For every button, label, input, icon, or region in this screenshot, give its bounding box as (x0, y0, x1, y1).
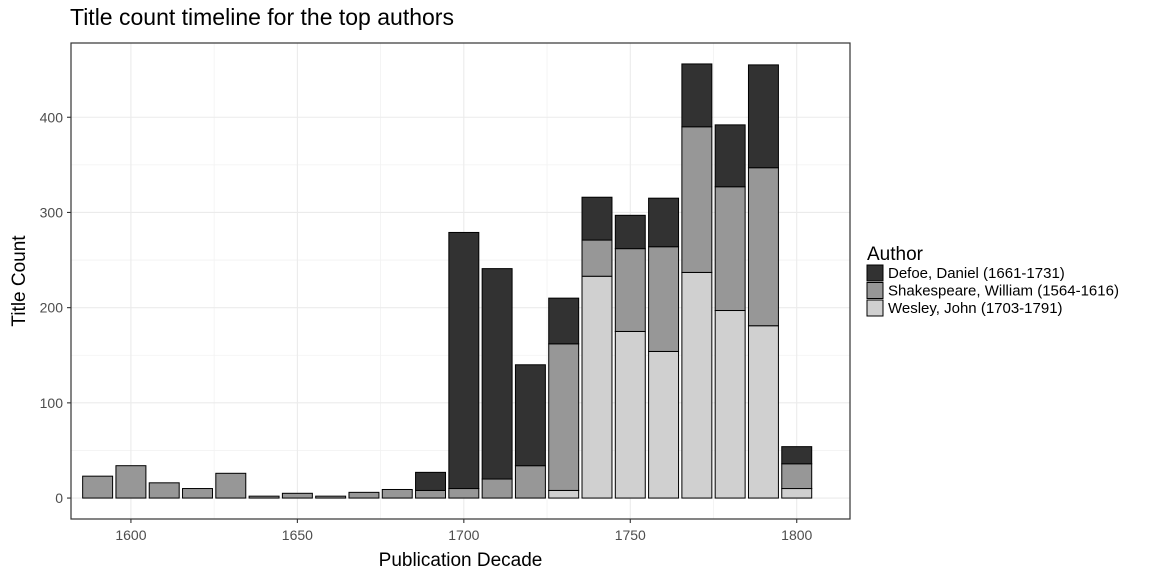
bar-segment (448, 488, 480, 499)
bar-segment (681, 271, 713, 499)
bar-segment (781, 463, 813, 490)
axes: 1600 1650 1700 1750 1800 0 100 200 300 400 (40, 109, 813, 543)
bar-segment (747, 325, 779, 499)
bar-segment (348, 491, 380, 499)
bar-segment (548, 343, 580, 491)
bar-segment (548, 297, 580, 345)
bar-segment (381, 488, 413, 499)
x-tick-label: 1800 (781, 527, 812, 543)
bar-segment (581, 239, 613, 277)
bar-segment (581, 196, 613, 241)
y-tick-label: 0 (55, 490, 63, 506)
panel-border (70, 42, 851, 520)
legend-key (866, 264, 884, 282)
legend-label: Shakespeare, William (1564-1616) (888, 283, 1119, 300)
bar-segment (115, 465, 147, 499)
x-axis-title: Publication Decade (379, 550, 543, 571)
bars (82, 63, 813, 499)
bar-segment (415, 471, 447, 491)
legend: Author Defoe, Daniel (1661-1731)Shakespe… (866, 244, 1119, 317)
x-tick-label: 1600 (115, 527, 146, 543)
bar-segment (248, 495, 280, 499)
legend-key (866, 282, 884, 299)
bar-segment (581, 275, 613, 499)
x-tick-label: 1700 (448, 527, 479, 543)
legend-title: Author (867, 244, 924, 265)
legend-label: Wesley, John (1703-1791) (888, 300, 1063, 317)
bar-segment (281, 492, 313, 499)
bar-segment (648, 197, 680, 248)
bar-segment (481, 268, 513, 480)
bar-segment (714, 124, 746, 188)
bar-segment (82, 475, 114, 499)
bar-segment (781, 488, 813, 499)
bar-segment (514, 364, 546, 467)
bar-segment (514, 465, 546, 499)
y-tick-label: 100 (40, 395, 64, 411)
bar-segment (648, 350, 680, 499)
bar-segment (781, 446, 813, 465)
bar-segment (614, 214, 646, 250)
legend-key (866, 299, 884, 317)
y-tick-label: 200 (40, 300, 64, 316)
bar-segment (648, 246, 680, 352)
bar-segment (548, 489, 580, 499)
bar-segment (215, 472, 247, 499)
bar-segment (681, 63, 713, 128)
bar-segment (714, 310, 746, 499)
bar-segment (747, 167, 779, 327)
bar-segment (415, 489, 447, 499)
bar-segment (614, 248, 646, 332)
y-tick-label: 400 (40, 109, 64, 125)
x-tick-label: 1650 (282, 527, 313, 543)
y-axis-title: Title Count (9, 235, 30, 327)
bar-segment (448, 231, 480, 490)
bar-segment (148, 482, 180, 499)
bar-segment (714, 186, 746, 312)
bar-segment (315, 495, 347, 499)
y-tick-label: 300 (40, 204, 64, 220)
bar-segment (747, 64, 779, 169)
bar-segment (182, 488, 213, 499)
legend-label: Defoe, Daniel (1661-1731) (888, 265, 1065, 282)
bar-segment (681, 126, 713, 273)
x-tick-label: 1750 (615, 527, 646, 543)
chart-title: Title count timeline for the top authors (70, 4, 454, 30)
bar-segment (614, 330, 646, 499)
bar-segment (481, 478, 513, 499)
